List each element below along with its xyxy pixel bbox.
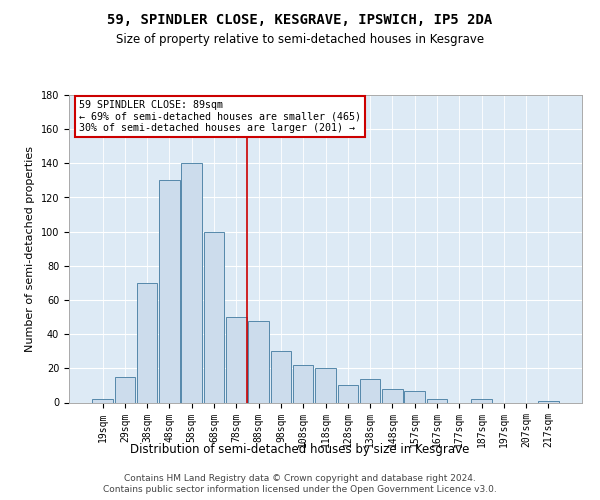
- Bar: [538, 401, 559, 402]
- Bar: [271, 351, 291, 403]
- Bar: [293, 365, 313, 403]
- Bar: [92, 399, 113, 402]
- Bar: [159, 180, 180, 402]
- Bar: [382, 389, 403, 402]
- Y-axis label: Number of semi-detached properties: Number of semi-detached properties: [25, 146, 35, 352]
- Bar: [404, 390, 425, 402]
- Bar: [360, 378, 380, 402]
- Bar: [137, 283, 157, 403]
- Text: Size of property relative to semi-detached houses in Kesgrave: Size of property relative to semi-detach…: [116, 32, 484, 46]
- Text: 59 SPINDLER CLOSE: 89sqm
← 69% of semi-detached houses are smaller (465)
30% of : 59 SPINDLER CLOSE: 89sqm ← 69% of semi-d…: [79, 100, 361, 133]
- Bar: [181, 164, 202, 402]
- Bar: [315, 368, 336, 402]
- Text: Contains HM Land Registry data © Crown copyright and database right 2024.: Contains HM Land Registry data © Crown c…: [124, 474, 476, 483]
- Text: Distribution of semi-detached houses by size in Kesgrave: Distribution of semi-detached houses by …: [130, 442, 470, 456]
- Text: 59, SPINDLER CLOSE, KESGRAVE, IPSWICH, IP5 2DA: 59, SPINDLER CLOSE, KESGRAVE, IPSWICH, I…: [107, 12, 493, 26]
- Bar: [471, 399, 492, 402]
- Text: Contains public sector information licensed under the Open Government Licence v3: Contains public sector information licen…: [103, 485, 497, 494]
- Bar: [248, 320, 269, 402]
- Bar: [204, 232, 224, 402]
- Bar: [427, 399, 447, 402]
- Bar: [115, 377, 135, 402]
- Bar: [226, 317, 247, 402]
- Bar: [338, 386, 358, 402]
